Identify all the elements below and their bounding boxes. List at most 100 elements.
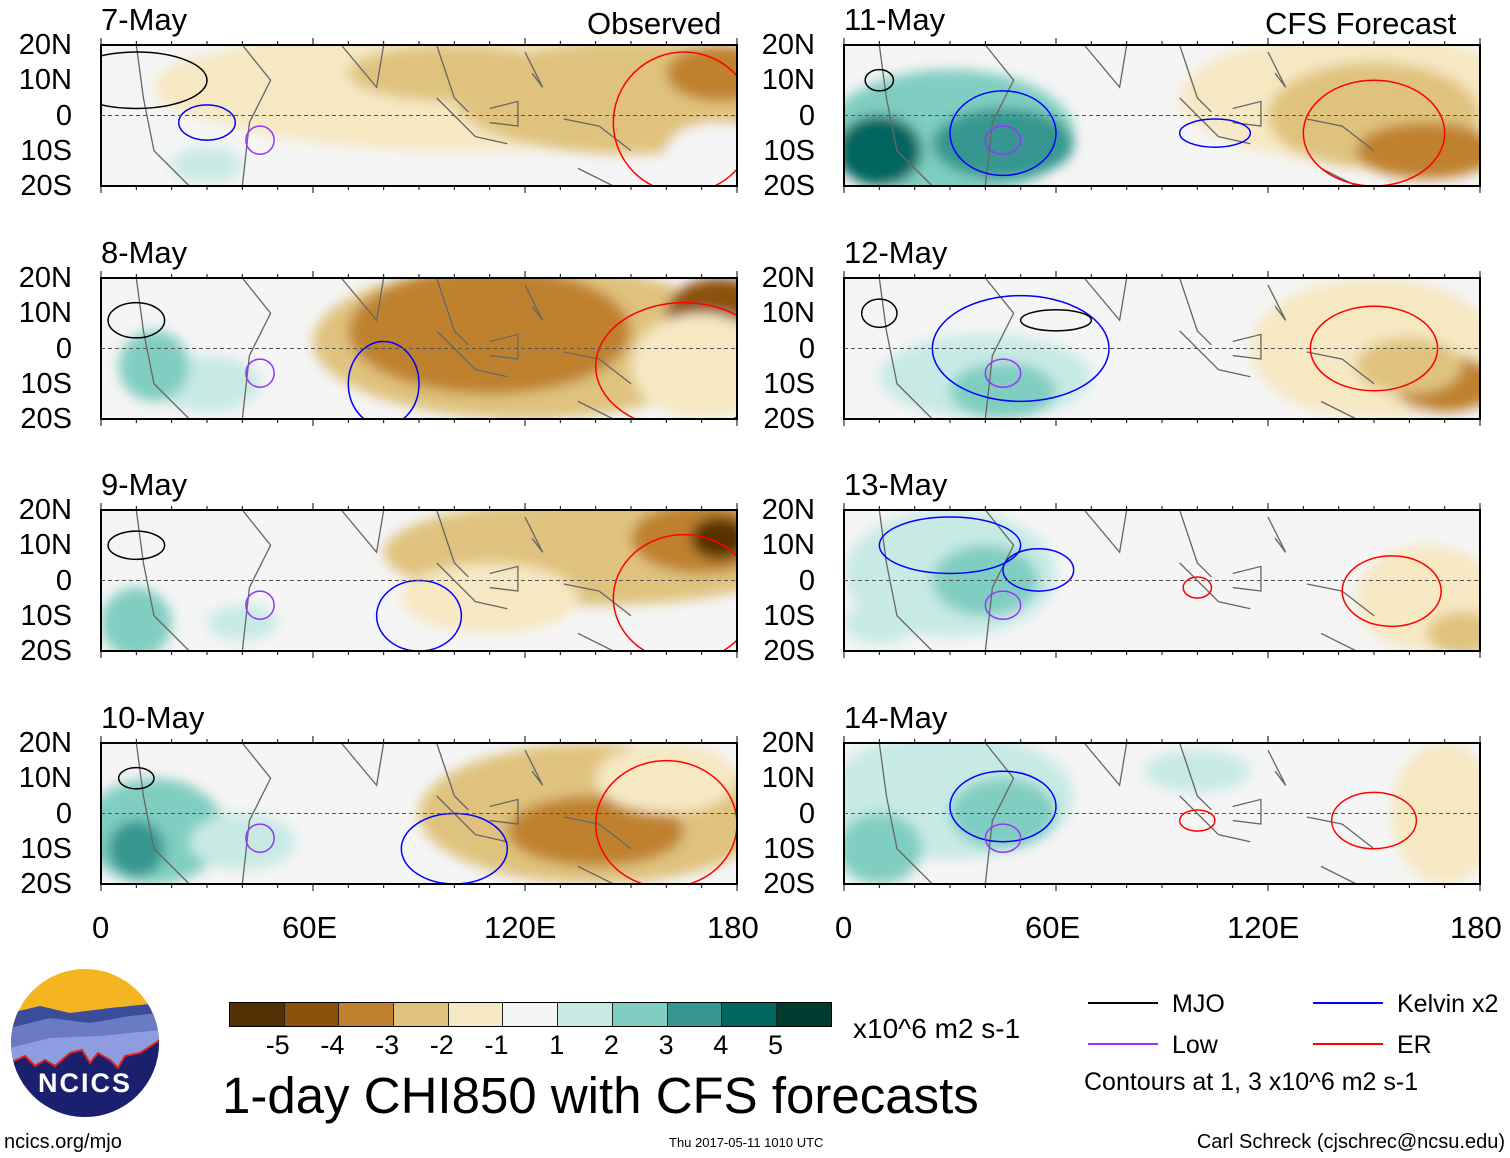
colorbar-label: 5 <box>768 1030 784 1060</box>
colorbar-label: -3 <box>375 1030 400 1060</box>
anomaly-region <box>1427 612 1480 651</box>
contour-line <box>1002 548 1075 592</box>
anomaly-region <box>207 605 278 641</box>
contour-line <box>1178 809 1216 832</box>
colorbar-label: 4 <box>713 1030 729 1060</box>
y-tick-20N: 20N <box>18 29 72 61</box>
contour-line <box>245 590 275 621</box>
panel-date-7-May: 7-May <box>101 2 188 37</box>
y-tick-20S: 20S <box>20 868 72 900</box>
contour-line <box>1019 308 1093 332</box>
y-tick-0: 0 <box>55 797 72 830</box>
y-tick-20N: 20N <box>18 262 72 294</box>
y-tick-20N: 20N <box>761 494 815 526</box>
y-tick-20S: 20S <box>763 868 815 900</box>
anomaly-region <box>154 52 331 123</box>
map-panel-9-May <box>100 503 738 658</box>
anomaly-region <box>666 122 737 179</box>
anomaly-region <box>101 587 172 651</box>
contour-line <box>107 301 166 339</box>
contour-line <box>245 823 275 854</box>
y-tick-10S: 10S <box>20 367 72 400</box>
contour-line <box>1182 576 1213 599</box>
y-tick-20S: 20S <box>763 403 815 435</box>
legend-label: ER <box>1397 1031 1432 1059</box>
coastlines <box>135 45 632 186</box>
contour-line <box>101 51 208 110</box>
colorbar-swatch <box>503 1003 559 1026</box>
legend-label: MJO <box>1172 990 1225 1018</box>
anomaly-region <box>348 278 631 395</box>
anomaly-region <box>950 362 1056 419</box>
x-tick-120e-right: 120E <box>1227 910 1300 945</box>
contour-line <box>245 125 275 156</box>
panel-date-11-May: 11-May <box>844 2 946 37</box>
contour-line <box>860 298 898 329</box>
y-tick-0: 0 <box>798 564 815 597</box>
coastlines <box>135 743 632 884</box>
colorbar-swatch <box>776 1003 831 1026</box>
x-tick-0: 0 <box>92 910 110 945</box>
map-panel-14-May <box>843 736 1481 891</box>
contour-line <box>245 358 275 389</box>
anomaly-region <box>844 601 915 644</box>
legend-line-ER <box>1313 1043 1383 1045</box>
contour-line <box>177 104 237 141</box>
y-tick-0: 0 <box>798 797 815 830</box>
anomaly-region <box>118 330 190 402</box>
x-tick-180: 180 <box>707 910 759 945</box>
anomaly-region <box>1356 122 1480 179</box>
timestamp: Thu 2017-05-11 1010 UTC <box>669 1135 824 1150</box>
y-tick-20N: 20N <box>761 727 815 759</box>
contour-line <box>864 68 895 92</box>
colorbar-swatch <box>612 1003 668 1026</box>
anomaly-region <box>932 108 1074 179</box>
contour-line <box>984 358 1022 389</box>
panel-date-12-May: 12-May <box>844 235 948 270</box>
contour-line <box>984 590 1022 621</box>
anomaly-region <box>348 45 561 102</box>
logo-text: NCICS <box>38 1068 132 1098</box>
colorbar-label: -2 <box>429 1030 454 1060</box>
contour-line <box>931 294 1110 403</box>
contour-line <box>878 516 1022 575</box>
y-tick-10N: 10N <box>761 762 815 795</box>
colorbar-label: -1 <box>484 1030 509 1060</box>
legend-line-Low <box>1088 1043 1158 1045</box>
map-panel-12-May <box>843 271 1481 426</box>
colorbar-label: 1 <box>549 1030 565 1060</box>
y-tick-10N: 10N <box>18 762 72 795</box>
contour-line <box>594 301 737 419</box>
y-tick-20S: 20S <box>763 170 815 202</box>
y-tick-10S: 10S <box>20 134 72 167</box>
panel-date-9-May: 9-May <box>101 467 188 502</box>
contour-line <box>984 823 1022 854</box>
colorbar-swatch <box>339 1003 395 1026</box>
map-panel-7-May <box>100 38 738 193</box>
y-tick-20N: 20N <box>761 29 815 61</box>
anomaly-region <box>950 778 1056 849</box>
legend-line-Kelvin x2 <box>1313 1002 1383 1004</box>
coastlines <box>878 278 1375 419</box>
colorbar-swatch <box>558 1003 613 1026</box>
anomaly-region <box>1144 750 1251 793</box>
y-tick-10S: 10S <box>20 832 72 865</box>
y-tick-0: 0 <box>798 99 815 132</box>
anomaly-region <box>844 115 922 186</box>
anomaly-region <box>401 562 578 634</box>
contour-line <box>612 51 737 186</box>
x-tick-60e: 60E <box>282 910 338 945</box>
contour-line <box>984 125 1022 156</box>
contour-note: Contours at 1, 3 x10^6 m2 s-1 <box>1084 1068 1419 1096</box>
map-panel-11-May <box>843 38 1481 193</box>
legend-line-MJO <box>1088 1002 1158 1004</box>
legend-label: Low <box>1172 1031 1218 1059</box>
contour-line <box>117 766 155 790</box>
panel-date-13-May: 13-May <box>844 467 948 502</box>
anomaly-region <box>844 813 922 884</box>
colorbar-label: 2 <box>603 1030 619 1060</box>
y-tick-10S: 10S <box>763 832 815 865</box>
anomaly-region <box>691 517 737 560</box>
ncics-logo[interactable]: NCICS <box>10 968 160 1118</box>
site-link[interactable]: ncics.org/mjo <box>4 1131 122 1153</box>
